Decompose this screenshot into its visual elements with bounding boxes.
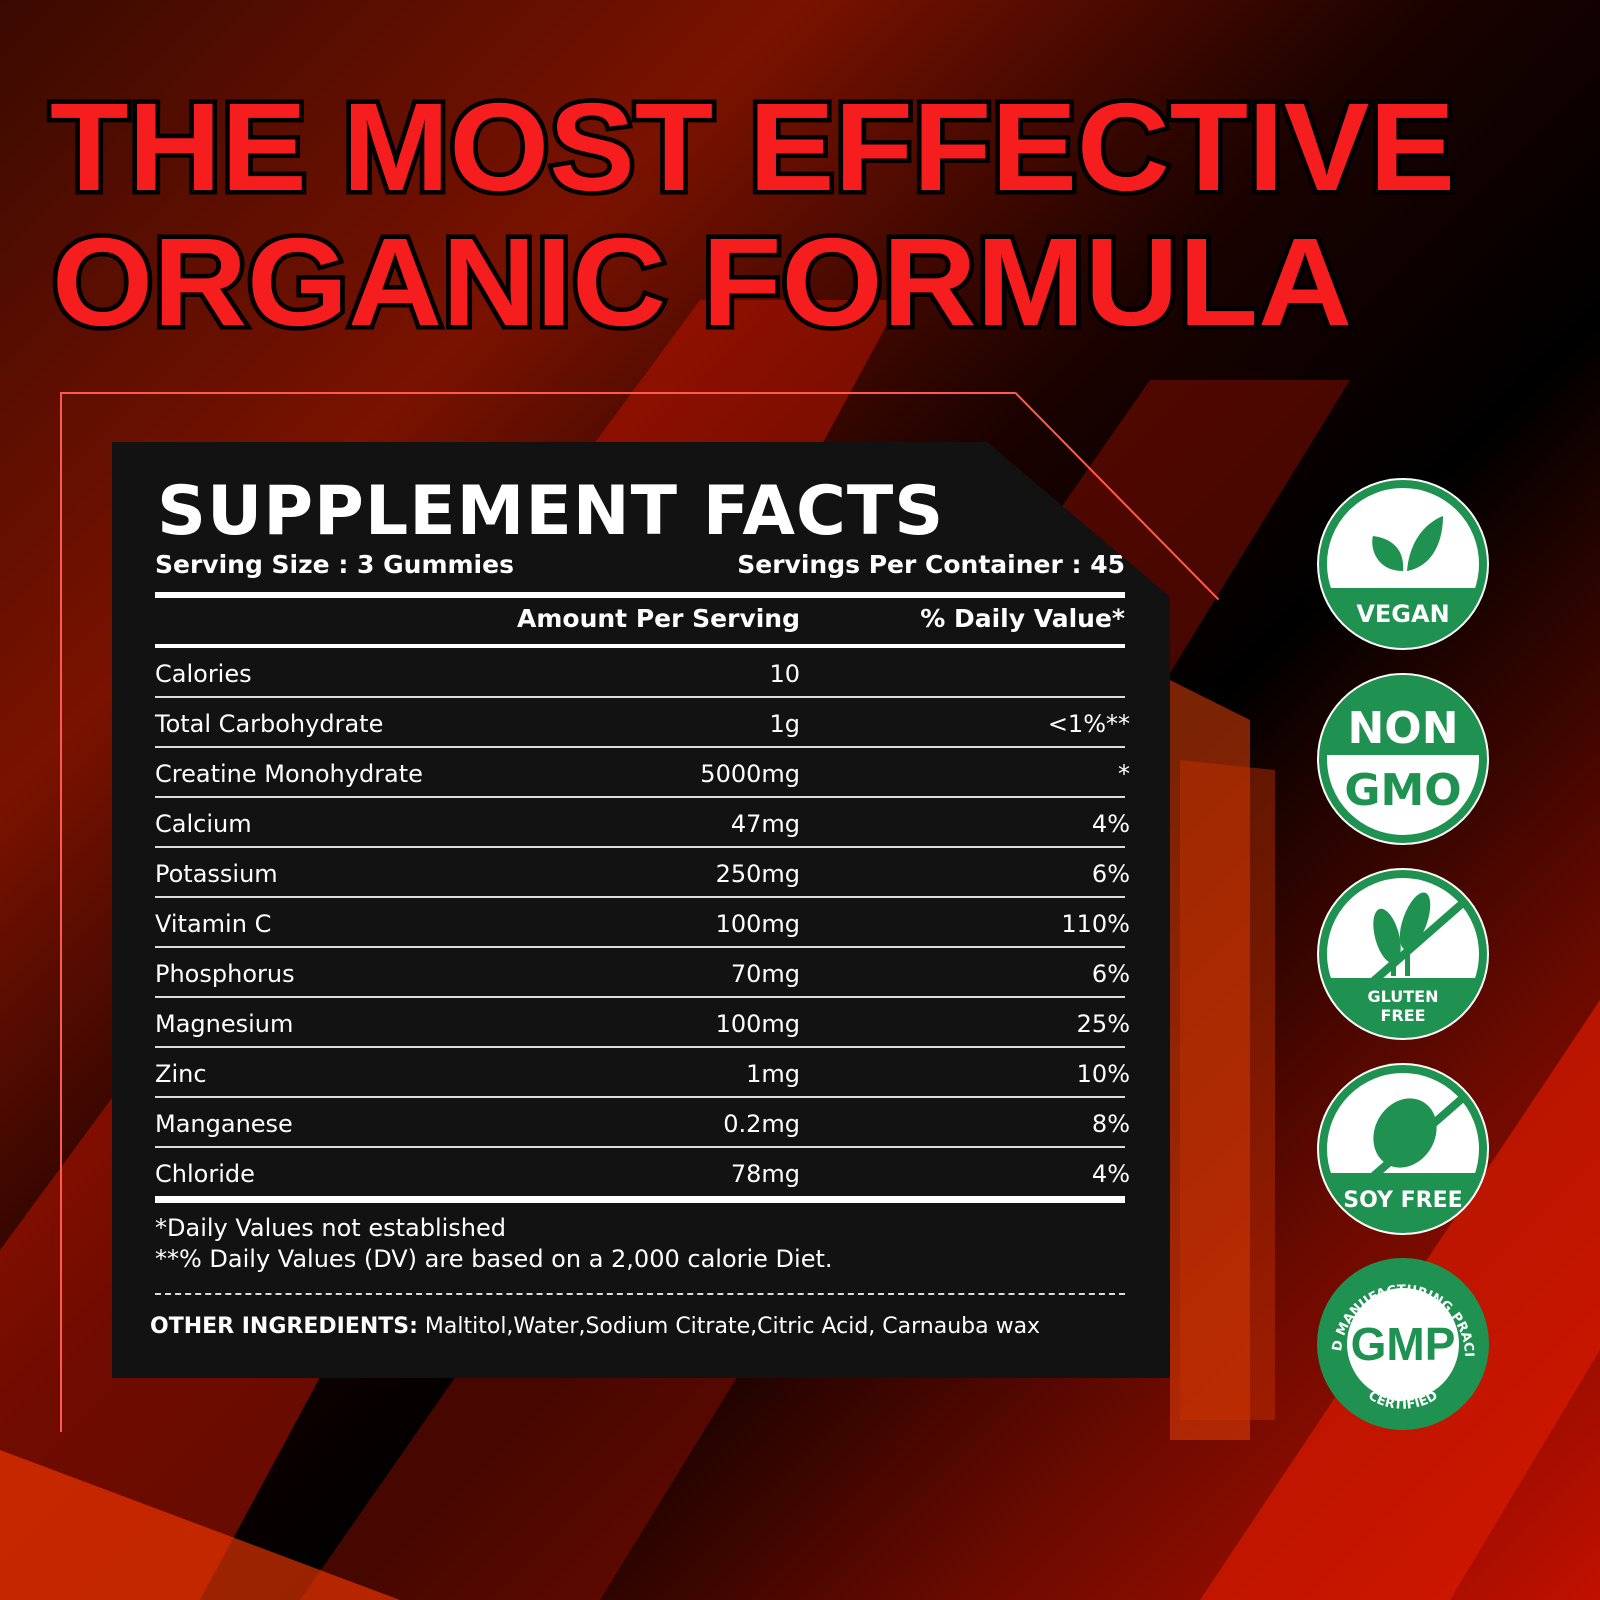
nutrient-amount: 1g	[769, 710, 800, 738]
leaf-icon	[1372, 516, 1443, 571]
nutrient-name: Potassium	[155, 860, 278, 888]
nutrient-name: Magnesium	[155, 1010, 294, 1038]
table-row: Magnesium 100mg 25%	[155, 998, 1130, 1048]
row-divider	[155, 746, 1125, 748]
nutrient-amount: 10	[769, 660, 800, 688]
table-row: Calcium 47mg 4%	[155, 798, 1130, 848]
nutrient-daily-value: 25%	[1076, 1010, 1130, 1038]
row-divider	[155, 896, 1125, 898]
nutrient-daily-value: 6%	[1091, 960, 1130, 988]
headline-line1: THE MOST EFFECTIVE	[50, 80, 1455, 217]
vegan-label: VEGAN	[1356, 600, 1449, 628]
headline-line2: ORGANIC FORMULA	[52, 213, 1352, 352]
footnote-dv-basis: **% Daily Values (DV) are based on a 2,0…	[155, 1245, 833, 1273]
dashed-divider	[155, 1293, 1125, 1295]
table-row: Chloride 78mg 4%	[155, 1148, 1130, 1198]
gluten-free-badge: GLUTEN FREE	[1317, 868, 1489, 1040]
nutrient-amount: 100mg	[715, 910, 800, 938]
divider-thick-bottom	[155, 1196, 1125, 1203]
nutrient-name: Total Carbohydrate	[155, 710, 384, 738]
nutrient-amount: 0.2mg	[723, 1110, 800, 1138]
serving-size: Serving Size : 3 Gummies	[155, 550, 514, 579]
table-row: Manganese 0.2mg 8%	[155, 1098, 1130, 1148]
nutrient-name: Manganese	[155, 1110, 293, 1138]
column-header-daily-value: % Daily Value*	[920, 604, 1125, 633]
table-row: Total Carbohydrate 1g <1%**	[155, 698, 1130, 748]
other-ingredients: OTHER INGREDIENTS: Maltitol,Water,Sodium…	[150, 1314, 1040, 1339]
soy-free-label: SOY FREE	[1343, 1188, 1462, 1213]
nutrient-name: Calcium	[155, 810, 252, 838]
gluten-label: GLUTEN	[1368, 987, 1439, 1006]
nutrient-daily-value: 10%	[1076, 1060, 1130, 1088]
gmo-label: GMO	[1344, 765, 1461, 816]
supplement-facts-panel: SUPPLEMENT FACTS Serving Size : 3 Gummie…	[112, 442, 1170, 1378]
nutrient-name: Phosphorus	[155, 960, 295, 988]
non-gmo-badge: NON GMO	[1317, 673, 1489, 845]
table-row: Vitamin C 100mg 110%	[155, 898, 1130, 948]
divider-thick	[155, 592, 1125, 598]
footnote-dv-not-established: *Daily Values not established	[155, 1214, 506, 1242]
nutrient-amount: 70mg	[730, 960, 800, 988]
nutrient-daily-value: 4%	[1091, 1160, 1130, 1188]
nutrient-daily-value: <1%**	[1047, 710, 1130, 738]
nutrient-daily-value: 6%	[1091, 860, 1130, 888]
nutrient-amount: 5000mg	[700, 760, 800, 788]
row-divider	[155, 1046, 1125, 1048]
row-divider	[155, 946, 1125, 948]
non-label: NON	[1347, 703, 1458, 754]
wheat-icon	[1373, 892, 1431, 976]
row-divider	[155, 796, 1125, 798]
servings-per-container: Servings Per Container : 45	[737, 550, 1125, 579]
nutrient-name: Calories	[155, 660, 252, 688]
other-ingredients-label: OTHER INGREDIENTS:	[150, 1314, 418, 1339]
nutrient-daily-value: *	[1118, 760, 1130, 788]
nutrient-daily-value: 4%	[1091, 810, 1130, 838]
row-divider	[155, 696, 1125, 698]
gmp-label: GMP	[1351, 1318, 1456, 1370]
table-row: Calories 10	[155, 648, 1130, 698]
nutrient-name: Vitamin C	[155, 910, 272, 938]
table-row: Potassium 250mg 6%	[155, 848, 1130, 898]
other-ingredients-value: Maltitol,Water,Sodium Citrate,Citric Aci…	[424, 1314, 1041, 1339]
soy-free-badge: SOY FREE	[1317, 1063, 1489, 1235]
row-divider	[155, 846, 1125, 848]
nutrient-amount: 1mg	[746, 1060, 800, 1088]
row-divider	[155, 1096, 1125, 1098]
panel-frame	[60, 392, 1222, 1432]
table-row: Creatine Monohydrate 5000mg *	[155, 748, 1130, 798]
nutrient-amount: 100mg	[715, 1010, 800, 1038]
table-row: Zinc 1mg 10%	[155, 1048, 1130, 1098]
gmp-badge: GOOD MANUFACTURING PRACITCE CERTIFIED GM…	[1315, 1256, 1489, 1430]
row-divider	[155, 996, 1125, 998]
nutrient-name: Chloride	[155, 1160, 255, 1188]
nutrient-daily-value: 110%	[1061, 910, 1130, 938]
headline: THE MOST EFFECTIVE ORGANIC FORMULA	[46, 80, 1460, 357]
soybean-icon	[1373, 1098, 1437, 1168]
nutrient-daily-value: 8%	[1091, 1110, 1130, 1138]
free-label: FREE	[1380, 1006, 1425, 1025]
nutrient-amount: 47mg	[730, 810, 800, 838]
divider-header	[155, 644, 1125, 648]
nutrient-name: Creatine Monohydrate	[155, 760, 423, 788]
nutrient-amount: 78mg	[730, 1160, 800, 1188]
supplement-facts-title: SUPPLEMENT FACTS	[157, 472, 945, 551]
vegan-badge: VEGAN	[1317, 478, 1489, 650]
nutrient-name: Zinc	[155, 1060, 207, 1088]
row-divider	[155, 1146, 1125, 1148]
table-row: Phosphorus 70mg 6%	[155, 948, 1130, 998]
nutrient-amount: 250mg	[715, 860, 800, 888]
column-header-amount: Amount Per Serving	[517, 604, 800, 633]
